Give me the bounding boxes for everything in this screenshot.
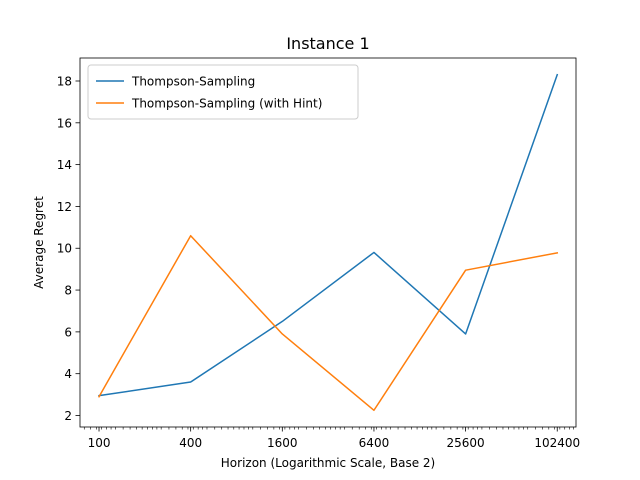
plot-lines	[97, 73, 559, 412]
x-tick-label: 6400	[359, 436, 390, 450]
y-tick-label: 10	[57, 242, 72, 256]
y-tick-label: 4	[64, 367, 72, 381]
y-tick-label: 12	[57, 200, 72, 214]
series-line-1	[98, 73, 559, 397]
x-tick-label: 1600	[267, 436, 298, 450]
y-tick-label: 2	[64, 409, 72, 423]
y-axis-label: Average Regret	[32, 196, 46, 289]
y-tick-label: 16	[57, 116, 72, 130]
y-tick-label: 8	[64, 284, 72, 298]
y-tick-label: 6	[64, 325, 72, 339]
x-axis-label: Horizon (Logarithmic Scale, Base 2)	[221, 456, 435, 470]
plot-frame	[79, 57, 577, 428]
axes: 100 400 1600 6400 25600 102400 2 4 6 8 10 12 14 16 18	[57, 57, 580, 450]
legend-box	[87, 64, 359, 120]
y-tick-label: 14	[57, 158, 72, 172]
chart-title: Instance 1	[286, 34, 369, 53]
x-tick-label: 100	[88, 436, 111, 450]
legend: Thompson-Sampling Thompson-Sampling (with…	[87, 64, 359, 120]
x-tick-label: 400	[179, 436, 202, 450]
x-tick-label: 25600	[447, 436, 485, 450]
x-tick-label: 102400	[534, 436, 580, 450]
legend-label: Thompson-Sampling	[131, 75, 255, 89]
y-tick-label: 18	[57, 74, 72, 88]
legend-label: Thompson-Sampling (with Hint)	[131, 97, 322, 111]
series-line-2	[97, 234, 559, 412]
